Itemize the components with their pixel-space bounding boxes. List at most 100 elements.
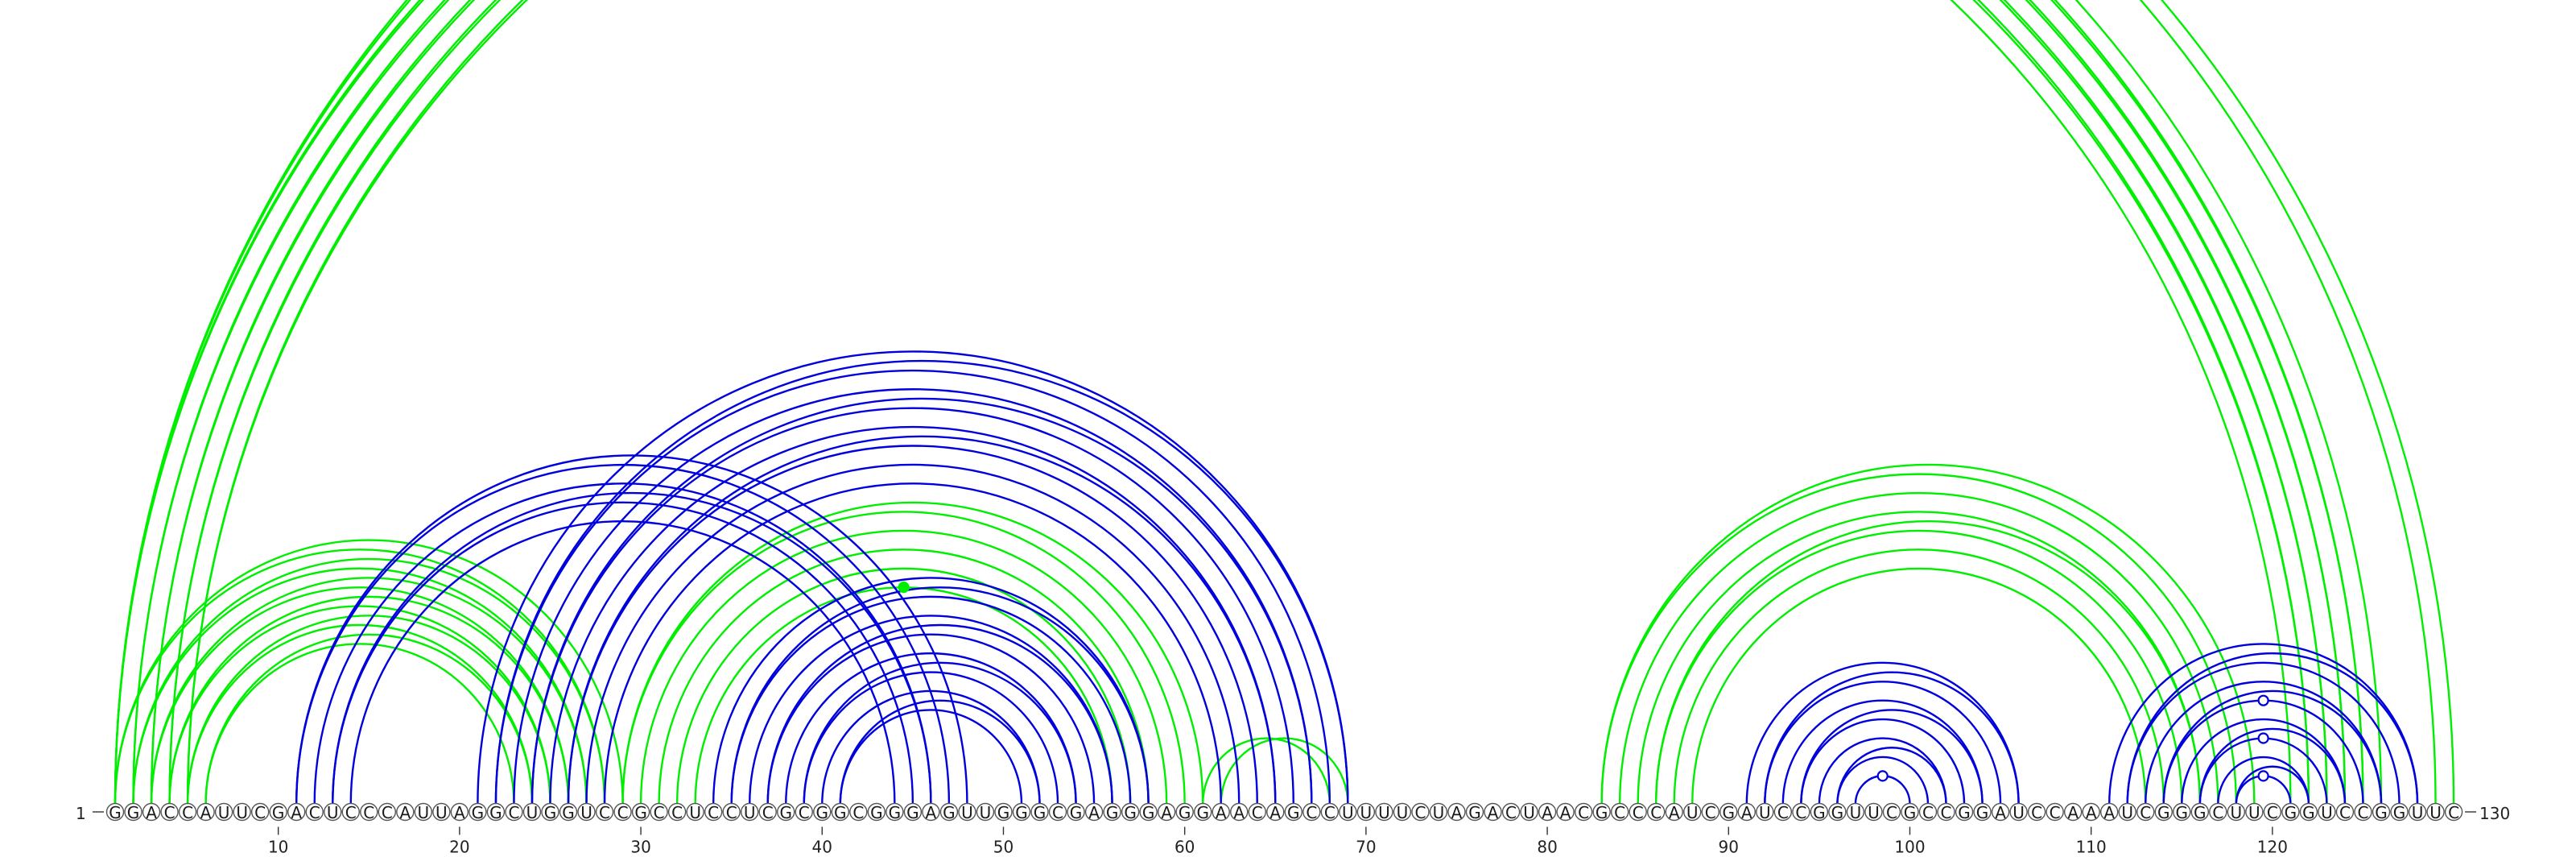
nucleotide-circle: [1375, 802, 1393, 822]
nucleotide-circle: [414, 802, 433, 822]
nucleotide: A: [142, 802, 161, 822]
nucleotide: G: [486, 802, 506, 822]
nucleotide-letter: C: [2050, 803, 2061, 822]
nucleotide: A: [196, 802, 215, 822]
nucleotide-circle: [722, 802, 741, 822]
green-arc-87-114: [1673, 549, 2165, 805]
nucleotide: C: [2136, 802, 2155, 822]
blue-arc-39-53: [803, 671, 1059, 805]
blue-arc-91-106: [1745, 661, 2020, 805]
nucleotide: G: [2299, 802, 2318, 822]
nucleotide-circle: [849, 802, 868, 822]
nucleotide-letter: U: [1433, 803, 1445, 822]
nucleotide-circle: [2082, 802, 2100, 822]
blue-arc-34-58: [712, 577, 1150, 805]
nucleotide-circle: [1429, 802, 1448, 822]
nucleotide: A: [1212, 802, 1230, 822]
nucleotide-letter: G: [2302, 803, 2315, 822]
green-arc-61-68: [1202, 737, 1331, 805]
nucleotide: G: [2390, 802, 2409, 822]
nucleotide-letter: C: [708, 803, 719, 822]
nucleotide-letter: G: [2375, 803, 2388, 822]
nucleotide-letter: G: [1287, 803, 1300, 822]
nucleotide: U: [233, 802, 251, 822]
nucleotide-letter: U: [1360, 803, 1373, 822]
nucleotide-letter: C: [2339, 803, 2351, 822]
nucleotide-letter: A: [200, 803, 212, 822]
nucleotide-circle: [958, 802, 976, 822]
blue-arc-116-124: [2198, 727, 2347, 805]
green-arc-4-25: [168, 605, 551, 805]
nucleotide-letter: C: [2031, 803, 2042, 822]
nucleotide-circle: [2136, 802, 2155, 822]
nucleotide-circle: [1610, 802, 1629, 822]
nucleotide: U: [214, 802, 233, 822]
nucleotide-letter: U: [526, 803, 539, 822]
nucleotide: C: [178, 802, 197, 822]
nucleotide-letter: A: [1216, 803, 1227, 822]
nucleotide-letter: G: [997, 803, 1010, 822]
nucleotide: A: [2082, 802, 2100, 822]
nucleotide-circle: [777, 802, 795, 822]
blue-arc-94-104: [1800, 709, 1984, 805]
nucleotide: A: [287, 802, 306, 822]
nucleotide: G: [903, 802, 923, 822]
nucleotide: G: [1810, 802, 1829, 822]
nucleotide-letter: G: [906, 803, 919, 822]
nucleotide-circle: [1103, 802, 1121, 822]
nucleotide-letter: G: [816, 803, 829, 822]
nucleotide-circle: [1339, 802, 1357, 822]
green-arc-5-25: [186, 615, 551, 805]
nucleotide-circle: [2318, 802, 2336, 822]
nucleotide-circle: [214, 802, 233, 822]
blue-arc-26-65: [567, 435, 1277, 805]
nucleotide-circle: [667, 802, 687, 822]
green-arc-31-58: [658, 549, 1150, 805]
tick-label-60: 60: [1174, 838, 1195, 857]
nucleotide-circle: [2372, 802, 2391, 822]
nucleotide-circle: [1520, 802, 1538, 822]
nucleotide-letter: U: [1397, 803, 1409, 822]
nucleotide: U: [1356, 802, 1376, 822]
nucleotide-letter: C: [1324, 803, 1335, 822]
nucleotide: G: [1139, 802, 1158, 822]
nucleotide: G: [469, 802, 487, 822]
green-arc-1-130: [114, 0, 2455, 805]
nucleotide: G: [2190, 802, 2210, 822]
nucleotide: G: [2154, 802, 2173, 822]
nucleotide-letter: C: [1777, 803, 1789, 822]
nucleotide: A: [1665, 802, 1683, 822]
blue-arc-37-55: [766, 633, 1096, 805]
nucleotide-letter: U: [1759, 803, 1771, 822]
nucleotide-circle: [1302, 802, 1321, 822]
nucleotide-circle: [831, 802, 850, 822]
nucleotide-letter: C: [363, 803, 374, 822]
nucleotide-circle: [505, 802, 523, 822]
nucleotide: C: [1646, 802, 1666, 822]
nucleotide-circle: [1955, 802, 1974, 822]
nucleotide-letter: A: [2086, 803, 2097, 822]
nucleotide-letter: G: [870, 803, 883, 822]
nucleotide-circle: [1701, 802, 1719, 822]
nucleotide-letter: U: [1378, 803, 1390, 822]
blue-arc-25-65: [549, 425, 1277, 805]
nucleotide: U: [1683, 802, 1702, 822]
nucleotide: U: [522, 802, 542, 822]
base-pair-arcs: [114, 0, 2455, 805]
nucleotide-circle: [324, 802, 342, 822]
blue-arc-11-47: [295, 463, 951, 805]
nucleotide-letter: G: [1958, 803, 1971, 822]
nucleotide-circle: [1048, 802, 1067, 822]
nucleotide: A: [1556, 802, 1575, 822]
nucleotide: U: [2118, 802, 2136, 822]
nucleotide: C: [722, 802, 741, 822]
nucleotide-circle: [287, 802, 306, 822]
nucleotide-letter: U: [689, 803, 701, 822]
nucleotide-circle: [1828, 802, 1847, 822]
nucleotide: A: [2063, 802, 2083, 822]
tick-label-120: 120: [2257, 838, 2288, 857]
nucleotide-letter: G: [2393, 803, 2406, 822]
nucleotide-circle: [1175, 802, 1194, 822]
